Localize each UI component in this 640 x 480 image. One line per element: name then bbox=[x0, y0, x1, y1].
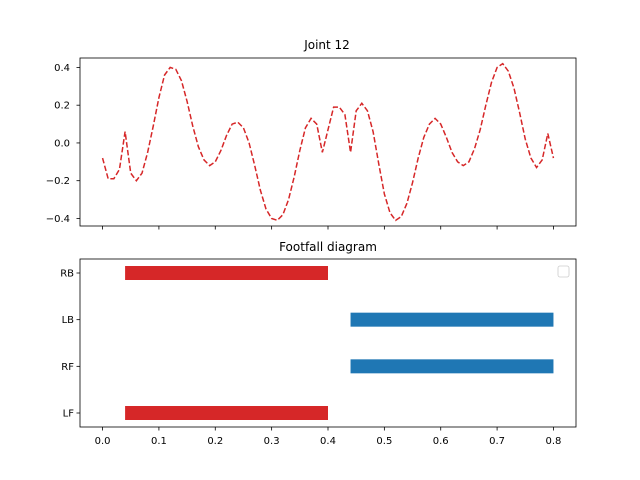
footfall-y-tick-label-lf: LF bbox=[63, 409, 75, 420]
footfall-y-tick-label-rf: RF bbox=[61, 362, 74, 373]
footfall-chart-title: Footfall diagram bbox=[279, 240, 377, 254]
footfall-bar-rf bbox=[350, 359, 554, 374]
footfall-x-tick-label-8: 0.8 bbox=[546, 436, 562, 447]
footfall-x-tick-label-0: 0.0 bbox=[95, 436, 111, 447]
footfall-chart: Footfall diagram 0.0 0.1 0.2 0.3 0.4 0.5 0.6 0.… bbox=[60, 240, 577, 447]
joint-series-group bbox=[101, 62, 555, 222]
footfall-x-tick-label-2: 0.2 bbox=[207, 436, 223, 447]
footfall-y-ticks: LF RF LB RB bbox=[60, 269, 80, 420]
footfall-x-ticks: 0.0 0.1 0.2 0.3 0.4 0.5 0.6 0.7 0.8 bbox=[95, 427, 562, 447]
joint-y-ticks: −0.4 −0.2 0.0 0.2 0.4 bbox=[46, 63, 80, 225]
joint-y-tick-label-0: −0.4 bbox=[46, 214, 70, 225]
footfall-x-tick-label-3: 0.3 bbox=[264, 436, 280, 447]
joint-chart: Joint 12 −0.4 −0.2 0.0 0.2 0.4 bbox=[46, 38, 577, 230]
footfall-x-tick-label-5: 0.5 bbox=[376, 436, 392, 447]
footfall-bar-lf bbox=[125, 406, 328, 420]
footfall-x-tick-label-7: 0.7 bbox=[489, 436, 505, 447]
legend-box bbox=[557, 265, 570, 278]
joint-chart-title: Joint 12 bbox=[303, 38, 350, 52]
joint-series-line-0 bbox=[101, 62, 555, 222]
joint-y-tick-label-4: 0.4 bbox=[54, 63, 70, 74]
joint-y-tick-label-1: −0.2 bbox=[46, 176, 70, 187]
footfall-bars-group bbox=[125, 266, 554, 420]
joint-x-ticks bbox=[102, 226, 554, 230]
footfall-y-tick-label-lb: LB bbox=[62, 315, 75, 326]
footfall-bar-rb bbox=[125, 266, 328, 280]
footfall-x-tick-label-6: 0.6 bbox=[433, 436, 449, 447]
joint-chart-frame bbox=[79, 57, 577, 227]
joint-y-tick-label-3: 0.2 bbox=[54, 101, 70, 112]
footfall-x-tick-label-4: 0.4 bbox=[320, 436, 336, 447]
footfall-x-tick-label-1: 0.1 bbox=[151, 436, 167, 447]
footfall-bar-lb bbox=[350, 312, 554, 327]
footfall-y-tick-label-rb: RB bbox=[60, 269, 74, 280]
joint-y-tick-label-2: 0.0 bbox=[54, 138, 70, 149]
footfall-chart-frame bbox=[79, 258, 577, 428]
